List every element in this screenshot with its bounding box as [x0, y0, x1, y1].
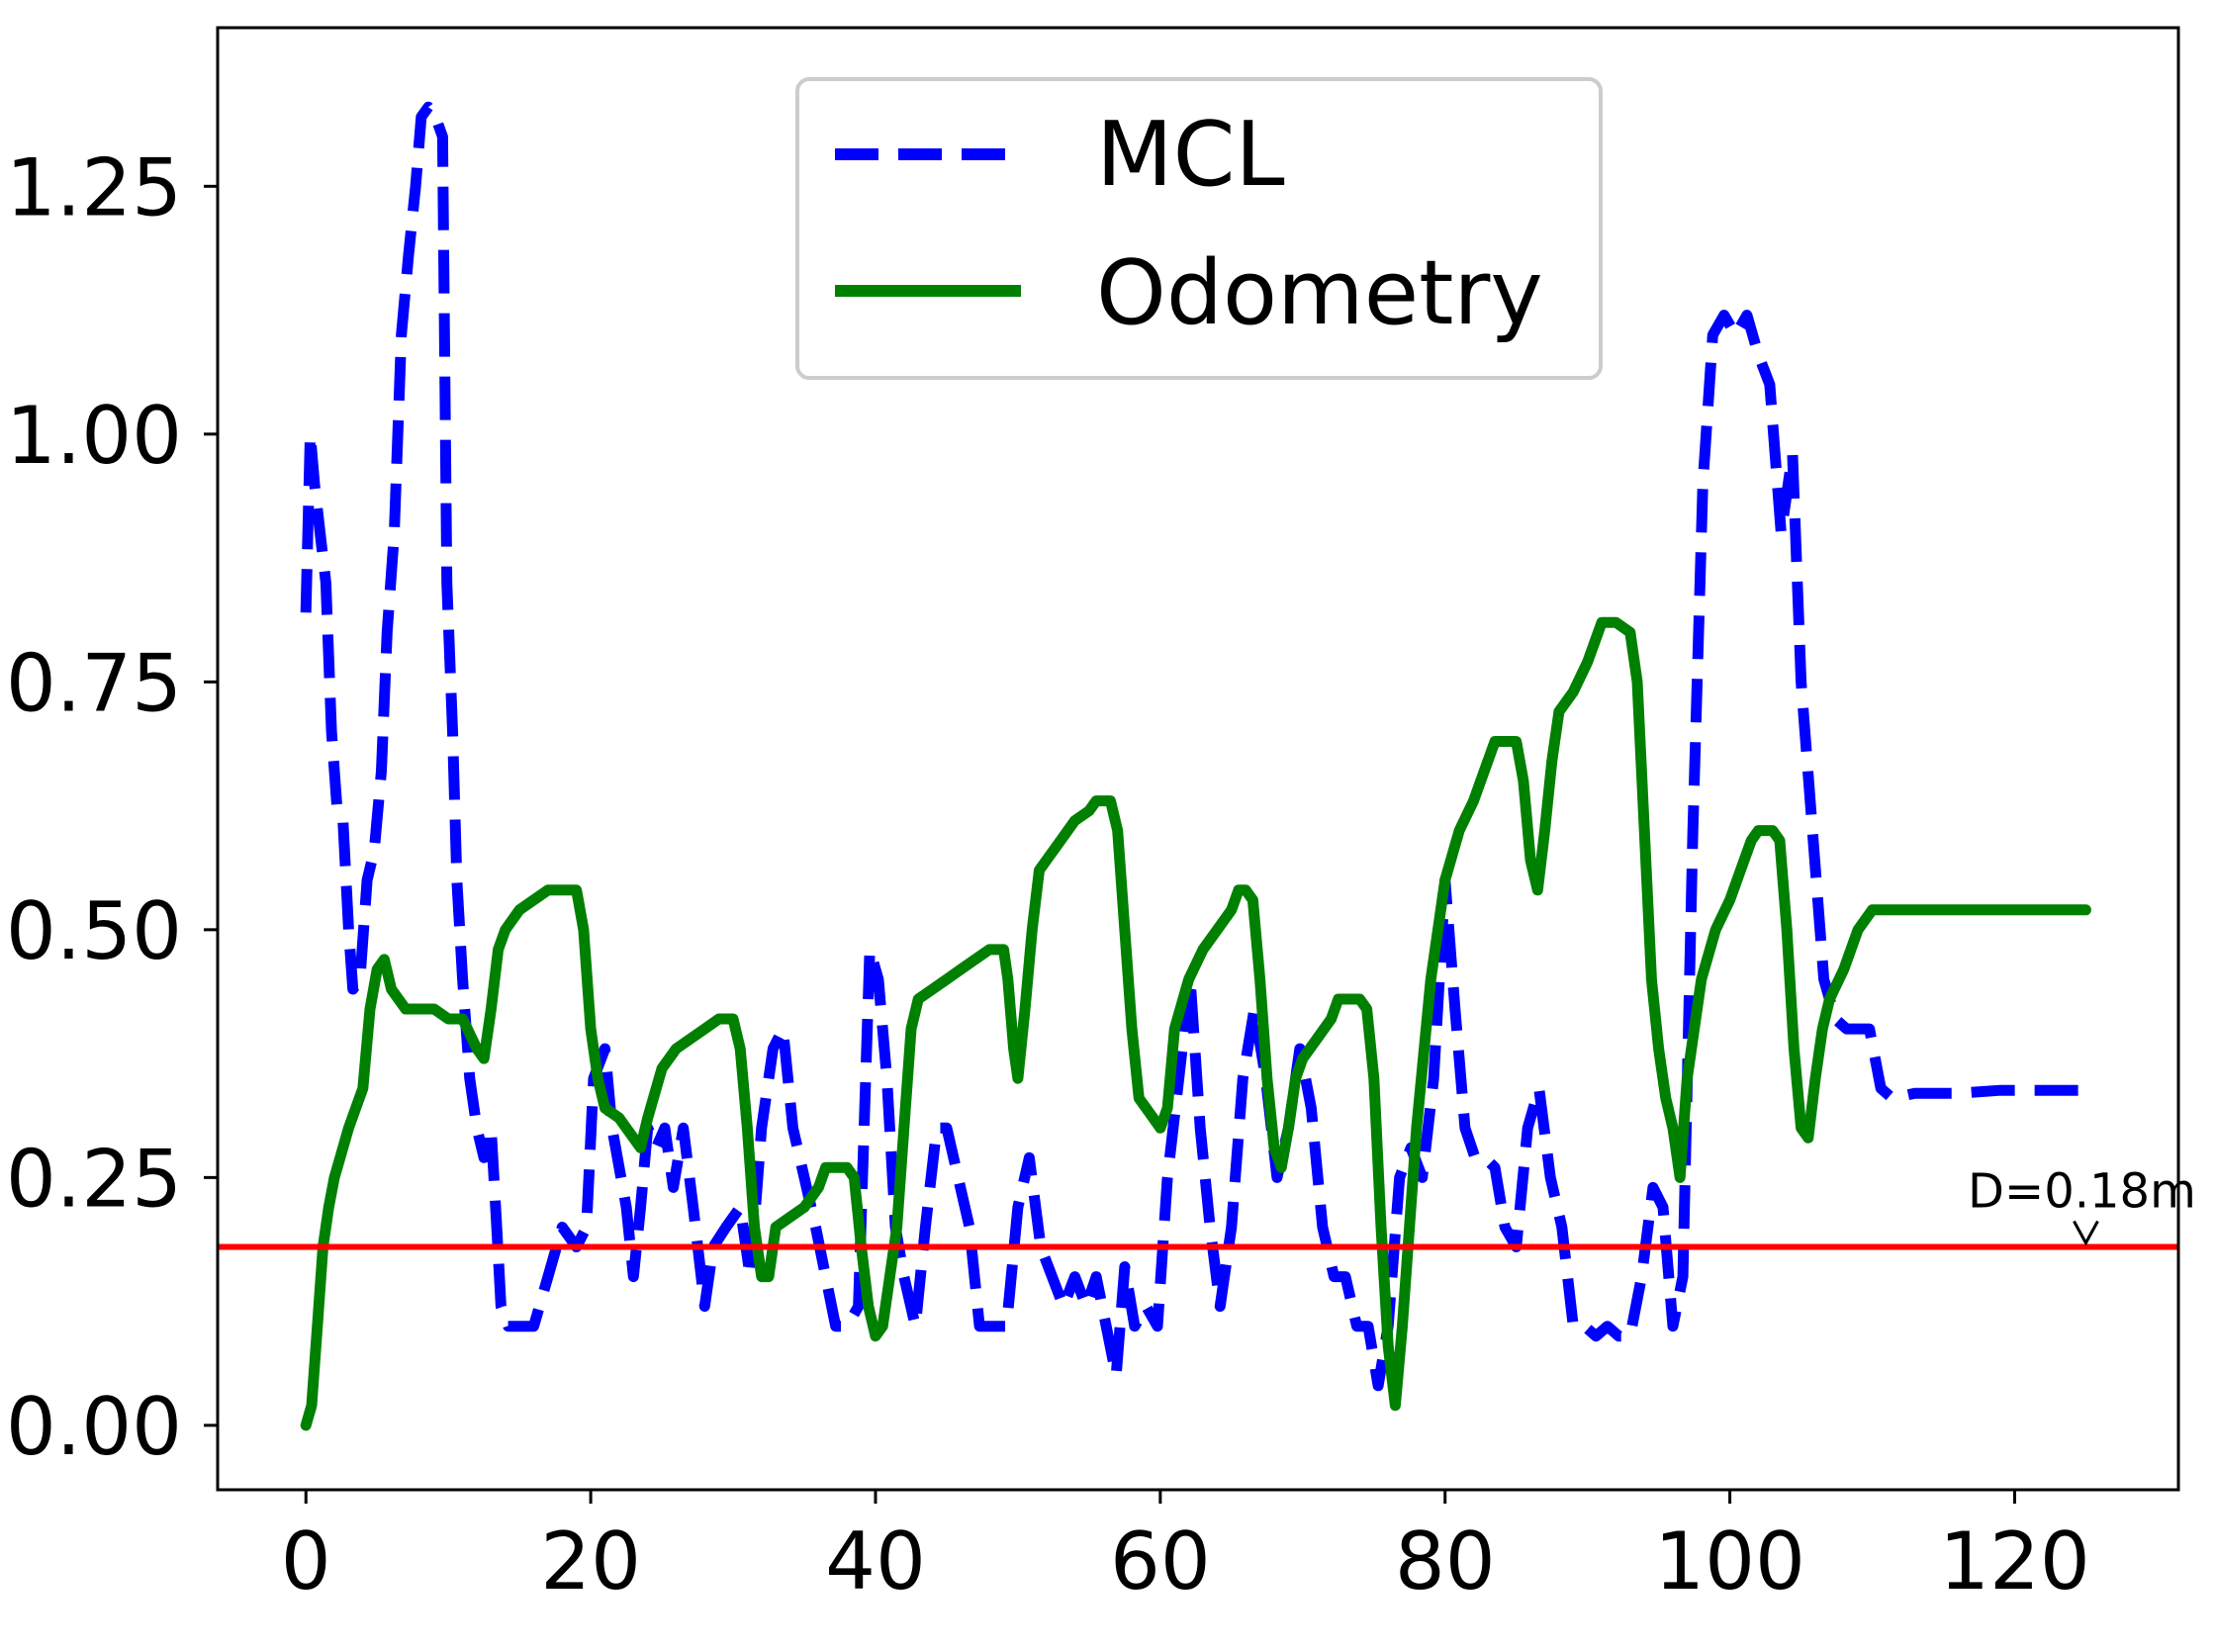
legend-label-odometry: Odometry — [1096, 241, 1543, 345]
series-layer — [218, 101, 2178, 1431]
y-tick-label: 1.00 — [6, 390, 182, 482]
x-tick-label: 120 — [1939, 1515, 2090, 1607]
annotation-label: D=0.18m — [1968, 1164, 2196, 1220]
y-tick-label: 1.25 — [6, 141, 182, 233]
x-tick-label: 40 — [825, 1515, 926, 1607]
y-tick-label: 0.50 — [6, 885, 182, 977]
x-tick-label: 60 — [1110, 1515, 1211, 1607]
annotation-layer: D=0.18m — [1968, 1164, 2196, 1246]
ticks-layer: 0 20 40 60 80 100 120 0.00 0.25 0.50 0.75 1.00 1.25 — [6, 141, 2090, 1607]
series-line-mcl — [300, 101, 2086, 1392]
y-tick-label: 0.25 — [6, 1133, 182, 1225]
annotation-arrow — [2073, 1220, 2099, 1246]
x-tick-label: 100 — [1654, 1515, 1805, 1607]
x-tick-label: 0 — [281, 1515, 331, 1607]
plot-frame — [216, 26, 2180, 1492]
y-tick-label: 0.00 — [6, 1381, 182, 1473]
series-line-odometry — [300, 616, 2091, 1431]
x-tick-label: 20 — [540, 1515, 641, 1607]
legend-label-mcl: MCL — [1096, 103, 1285, 207]
y-tick-label: 0.75 — [6, 637, 182, 729]
x-tick-label: 80 — [1395, 1515, 1496, 1607]
legend: MCL Odometry — [795, 77, 1603, 380]
